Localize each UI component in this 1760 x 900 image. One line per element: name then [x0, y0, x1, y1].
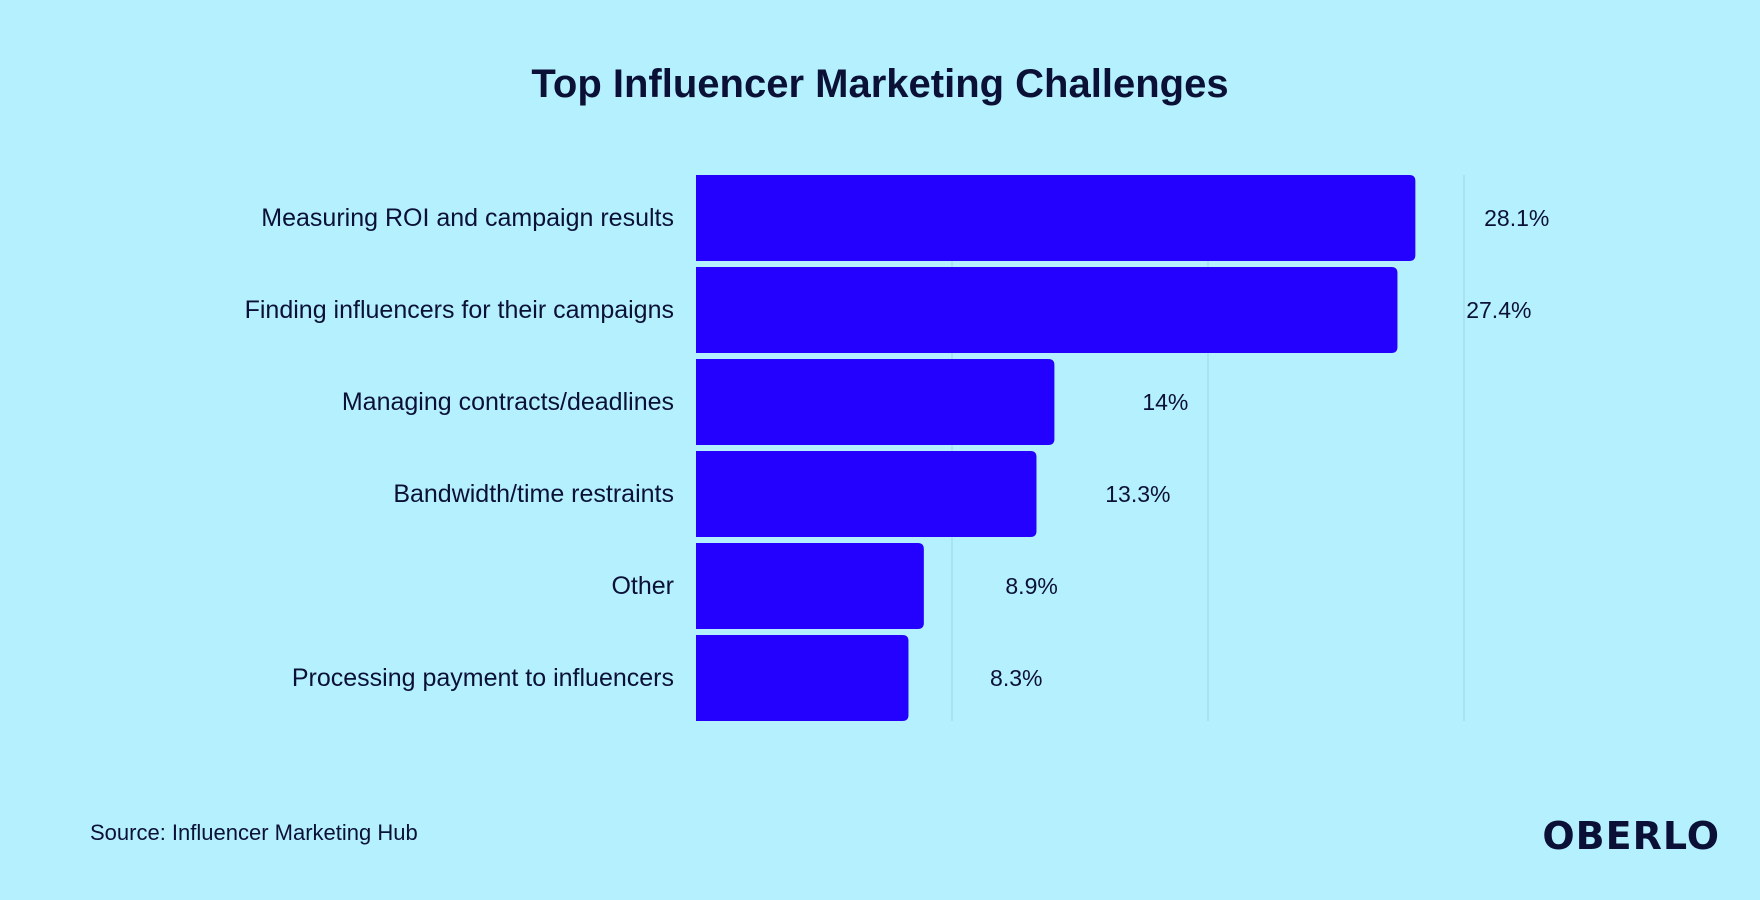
data-label: 13.3% [1105, 481, 1170, 507]
bar [696, 359, 1055, 445]
data-label: 8.9% [1005, 573, 1057, 599]
bar [696, 267, 1398, 353]
data-label: 8.3% [990, 665, 1042, 691]
category-label: Managing contracts/deadlines [342, 388, 674, 416]
source-text: Source: Influencer Marketing Hub [90, 820, 418, 845]
oberlo-logo: OBERLO [1542, 814, 1720, 858]
data-label: 28.1% [1484, 205, 1549, 231]
bar [696, 635, 909, 721]
bar [696, 543, 924, 629]
category-label: Other [611, 572, 674, 600]
category-label: Bandwidth/time restraints [393, 480, 674, 508]
data-label: 14% [1142, 389, 1188, 415]
bar [696, 175, 1416, 261]
data-label: 27.4% [1466, 297, 1531, 323]
category-label: Finding influencers for their campaigns [245, 296, 674, 324]
category-label: Processing payment to influencers [292, 664, 674, 692]
chart-title: Top Influencer Marketing Challenges [531, 62, 1229, 106]
category-label: Measuring ROI and campaign results [261, 204, 674, 232]
bar [696, 451, 1037, 537]
